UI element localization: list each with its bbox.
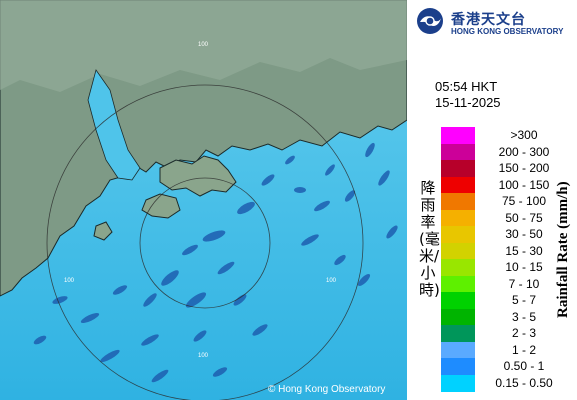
legend-label: 7 - 10	[508, 276, 540, 291]
legend-row: 200 - 300	[441, 143, 569, 161]
legend-row: 0.15 - 0.50	[441, 374, 569, 392]
legend-label: 75 - 100	[501, 194, 547, 208]
legend-swatch	[441, 209, 475, 227]
radar-map-svg: 100 100 100 100	[0, 0, 407, 400]
legend-swatch	[441, 325, 475, 342]
legend-row: 100 - 150	[441, 176, 569, 194]
legend-label: 5 - 7	[511, 293, 536, 307]
ring-label-south: 100	[198, 353, 209, 359]
legend-swatch	[441, 259, 475, 276]
legend-row: 30 - 50	[441, 226, 569, 243]
legend-label: 15 - 30	[505, 243, 543, 258]
legend-label: >300	[510, 128, 538, 142]
legend-swatch	[441, 176, 475, 194]
legend-row: 2 - 3	[441, 325, 569, 342]
legend-label: 100 - 150	[498, 177, 550, 192]
range-ring-labels: 100 100 100 100	[64, 42, 337, 359]
info-panel: 香港天文台 HONG KONG OBSERVATORY 05:54 HKT 15…	[407, 0, 577, 400]
legend-row: 7 - 10	[441, 275, 569, 293]
legend-swatch	[441, 226, 475, 243]
org-name-chinese: 香港天文台	[451, 12, 526, 28]
legend-label: 200 - 300	[498, 144, 550, 159]
macau-peninsula	[93, 221, 113, 241]
legend-label: 3 - 5	[511, 309, 536, 324]
legend-label: 50 - 75	[505, 210, 543, 225]
legend-swatch	[441, 127, 475, 144]
observatory-logo: 香港天文台 HONG KONG OBSERVATORY	[415, 6, 575, 40]
pearl-river-estuary	[87, 69, 141, 181]
hong-kong-landmass	[159, 155, 237, 197]
range-rings	[46, 84, 364, 400]
lantau-island	[141, 193, 181, 219]
observation-time: 05:54 HKT	[435, 79, 498, 94]
legend-row: 5 - 7	[441, 292, 569, 309]
legend-label: 30 - 50	[505, 227, 543, 241]
legend-label: 10 - 15	[505, 260, 543, 274]
legend-swatch	[441, 308, 475, 326]
org-name-english: HONG KONG OBSERVATORY	[451, 27, 564, 36]
copyright-notice: © Hong Kong Observatory	[268, 384, 386, 395]
legend-swatch	[441, 374, 475, 392]
legend-row: 3 - 5	[441, 308, 569, 326]
legend-swatch	[441, 341, 475, 359]
legend-swatch	[441, 193, 475, 210]
ring-label-north: 100	[198, 42, 209, 48]
ring-label-east: 100	[326, 278, 337, 284]
legend-row: 10 - 15	[441, 259, 569, 276]
range-ring-outer	[46, 84, 364, 400]
legend-swatch	[441, 143, 475, 161]
legend-label: 1 - 2	[511, 342, 536, 357]
range-ring-inner	[139, 177, 271, 309]
legend-row: >300	[441, 127, 569, 144]
legend-label: 0.50 - 1	[503, 359, 545, 373]
legend-row: 1 - 2	[441, 341, 569, 359]
legend-swatch	[441, 275, 475, 293]
legend-row: 15 - 30	[441, 242, 569, 260]
rain-echoes	[33, 142, 398, 383]
observation-date: 15-11-2025	[435, 95, 501, 110]
ring-label-west: 100	[64, 278, 75, 284]
legend-label: 150 - 200	[498, 161, 550, 175]
mainland-hills	[0, 0, 407, 92]
legend-title-chinese: 降雨率(毫米/小時)	[419, 179, 440, 299]
legend-label: 2 - 3	[511, 326, 536, 340]
legend-row: 150 - 200	[441, 160, 569, 177]
legend-row: 0.50 - 1	[441, 358, 569, 375]
legend-row: 50 - 75	[441, 209, 569, 227]
legend-label: 0.15 - 0.50	[495, 375, 553, 390]
legend-swatch	[441, 160, 475, 177]
legend-row: 75 - 100	[441, 193, 569, 210]
legend-swatch	[441, 358, 475, 375]
radar-map: 100 100 100 100 © Hong Kong Observatory	[0, 0, 407, 400]
legend-swatch	[441, 242, 475, 260]
legend-swatch	[441, 292, 475, 309]
hko-logo-icon	[417, 8, 443, 34]
